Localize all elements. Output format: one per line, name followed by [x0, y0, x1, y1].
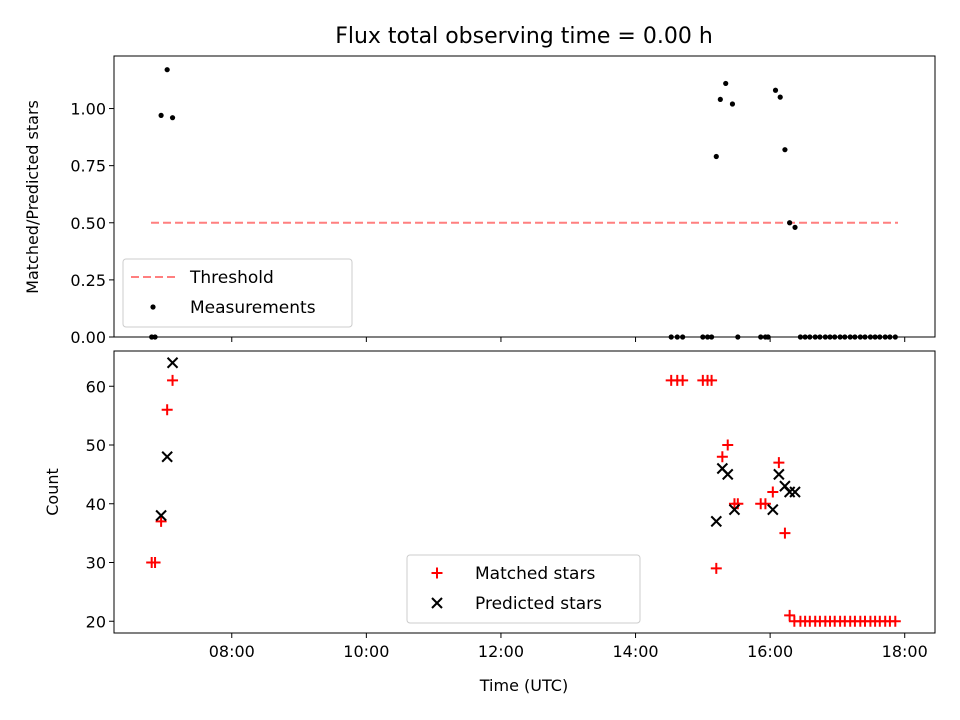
matched-star-point	[773, 457, 785, 469]
matched-star-point	[155, 515, 167, 527]
x-tick-label: 10:00	[343, 642, 389, 661]
top-plot-frame	[113, 55, 936, 338]
measurement-point	[787, 220, 793, 226]
predicted-star-point	[722, 468, 734, 481]
predicted-star-point	[767, 503, 779, 516]
matched-star-point	[161, 404, 173, 416]
predicted-star-point	[710, 515, 722, 528]
x-tick-label: 18:00	[882, 642, 928, 661]
measurement-point	[158, 112, 164, 118]
top-legend: Threshold Measurements	[122, 258, 353, 328]
y-tick-label: 20	[86, 612, 106, 631]
matched-star-point	[759, 498, 771, 510]
matched-star-point	[167, 374, 179, 386]
matched-star-point	[889, 615, 901, 627]
predicted-star-point	[783, 486, 796, 498]
y-tick-label: 0.50	[70, 214, 106, 233]
matched-star-point	[706, 374, 718, 386]
matched-star-point	[716, 451, 728, 463]
predicted-star-point	[155, 509, 167, 522]
legend-matched-label: Matched stars	[475, 564, 595, 584]
x-axis-label: Time (UTC)	[479, 676, 568, 695]
y-tick-label: 0.75	[70, 157, 106, 176]
x-tick-label: 16:00	[747, 642, 793, 661]
y-tick-label: 0.25	[70, 271, 106, 290]
matched-star-point	[779, 527, 791, 539]
x-tick-label: 12:00	[478, 642, 524, 661]
legend-measurements-label: Measurements	[190, 298, 316, 318]
legend-box	[122, 258, 353, 328]
measurement-point	[169, 115, 176, 121]
matched-star-point	[767, 486, 779, 498]
measurement-point	[164, 67, 170, 73]
bottom-plot-frame	[113, 350, 936, 634]
chart-title: Flux total observing time = 0.00 h	[335, 24, 713, 49]
bottom-y-axis-label: Count	[43, 468, 62, 516]
predicted-star-point	[728, 503, 741, 516]
legend-predicted-swatch	[431, 597, 443, 609]
measurement-point	[777, 94, 783, 100]
measurement-point	[729, 101, 736, 107]
top-panel: Flux total observing time = 0.00 h 0.00 0…	[23, 24, 936, 347]
y-tick-label: 60	[86, 377, 106, 396]
legend-box	[406, 554, 641, 624]
matched-star-point	[784, 609, 796, 621]
y-tick-label: 1.00	[70, 100, 106, 119]
bottom-panel: 20 30 40 50 60 08:00 10:00 12:00 14:00 16:00 18:00…	[43, 350, 936, 695]
y-tick-label: 40	[86, 495, 106, 514]
predicted-star-point	[773, 468, 785, 481]
y-tick-label: 0.00	[70, 328, 106, 347]
top-y-axis-label: Matched/Predicted stars	[23, 100, 42, 294]
matched-star-point	[149, 557, 161, 568]
legend-threshold-label: Threshold	[189, 268, 274, 288]
x-tick-label: 08:00	[209, 642, 255, 661]
matched-star-point	[710, 562, 722, 574]
x-tick-label: 14:00	[612, 642, 658, 661]
measurement-point	[717, 96, 723, 103]
measurement-point	[792, 224, 798, 230]
matched-star-point	[722, 439, 734, 451]
predicted-star-point	[789, 486, 801, 498]
matched-star-point	[677, 374, 689, 386]
y-tick-label: 30	[86, 554, 106, 573]
measurement-point	[772, 87, 779, 93]
legend-predicted-label: Predicted stars	[475, 594, 602, 614]
measurement-point	[782, 147, 788, 153]
measurement-point	[713, 153, 719, 160]
predicted-star-point	[166, 357, 179, 369]
bottom-legend: Matched stars Predicted stars	[406, 554, 641, 624]
predicted-star-point	[161, 451, 173, 463]
y-tick-label: 50	[86, 436, 106, 455]
legend-measurements-swatch	[150, 304, 156, 310]
measurement-point	[723, 80, 729, 87]
